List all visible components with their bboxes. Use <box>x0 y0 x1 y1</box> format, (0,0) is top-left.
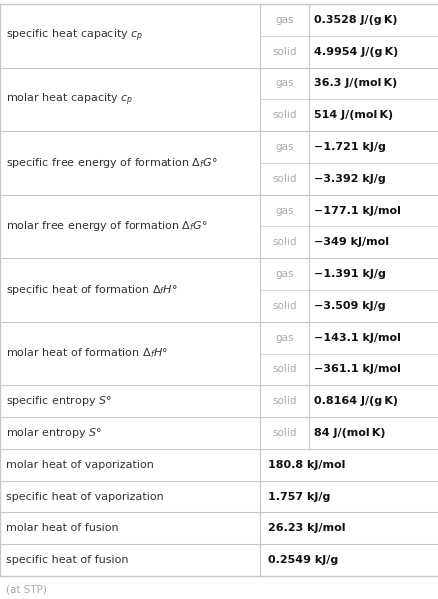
Text: −177.1 kJ/mol: −177.1 kJ/mol <box>314 205 400 216</box>
Text: 84 J/(mol K): 84 J/(mol K) <box>314 428 385 438</box>
Text: −361.1 kJ/mol: −361.1 kJ/mol <box>314 364 400 374</box>
Text: molar heat capacity $c_p$: molar heat capacity $c_p$ <box>6 91 133 108</box>
Text: molar heat of formation $\Delta_f H°$: molar heat of formation $\Delta_f H°$ <box>6 347 168 361</box>
Text: −1.721 kJ/g: −1.721 kJ/g <box>314 142 385 152</box>
Text: solid: solid <box>272 301 297 311</box>
Text: specific free energy of formation $\Delta_f G°$: specific free energy of formation $\Delt… <box>6 156 217 170</box>
Text: 4.9954 J/(g K): 4.9954 J/(g K) <box>314 47 398 57</box>
Text: solid: solid <box>272 237 297 247</box>
Text: 36.3 J/(mol K): 36.3 J/(mol K) <box>314 78 397 89</box>
Text: gas: gas <box>275 269 293 279</box>
Text: specific heat of vaporization: specific heat of vaporization <box>6 492 163 501</box>
Text: molar heat of vaporization: molar heat of vaporization <box>6 460 154 470</box>
Text: −3.509 kJ/g: −3.509 kJ/g <box>314 301 385 311</box>
Text: −349 kJ/mol: −349 kJ/mol <box>314 237 389 247</box>
Text: solid: solid <box>272 364 297 374</box>
Text: (at STP): (at STP) <box>6 584 47 594</box>
Text: gas: gas <box>275 205 293 216</box>
Text: gas: gas <box>275 332 293 343</box>
Text: 514 J/(mol K): 514 J/(mol K) <box>314 110 393 120</box>
Text: solid: solid <box>272 428 297 438</box>
Text: solid: solid <box>272 396 297 406</box>
Text: molar entropy $S°$: molar entropy $S°$ <box>6 426 102 440</box>
Text: −1.391 kJ/g: −1.391 kJ/g <box>314 269 385 279</box>
Text: −3.392 kJ/g: −3.392 kJ/g <box>314 174 385 184</box>
Text: 0.3528 J/(g K): 0.3528 J/(g K) <box>314 15 397 25</box>
Text: gas: gas <box>275 78 293 89</box>
Text: solid: solid <box>272 174 297 184</box>
Text: specific heat of formation $\Delta_f H°$: specific heat of formation $\Delta_f H°$ <box>6 283 177 297</box>
Text: gas: gas <box>275 15 293 25</box>
Text: gas: gas <box>275 142 293 152</box>
Text: 26.23 kJ/mol: 26.23 kJ/mol <box>268 524 345 533</box>
Text: 1.757 kJ/g: 1.757 kJ/g <box>268 492 330 501</box>
Text: molar free energy of formation $\Delta_f G°$: molar free energy of formation $\Delta_f… <box>6 219 207 234</box>
Text: 180.8 kJ/mol: 180.8 kJ/mol <box>268 460 345 470</box>
Text: specific entropy $S°$: specific entropy $S°$ <box>6 394 112 409</box>
Text: specific heat capacity $c_p$: specific heat capacity $c_p$ <box>6 28 143 44</box>
Text: −143.1 kJ/mol: −143.1 kJ/mol <box>314 332 400 343</box>
Text: 0.2549 kJ/g: 0.2549 kJ/g <box>268 555 338 565</box>
Text: solid: solid <box>272 47 297 57</box>
Text: solid: solid <box>272 110 297 120</box>
Text: specific heat of fusion: specific heat of fusion <box>6 555 128 565</box>
Text: 0.8164 J/(g K): 0.8164 J/(g K) <box>314 396 398 406</box>
Text: molar heat of fusion: molar heat of fusion <box>6 524 118 533</box>
